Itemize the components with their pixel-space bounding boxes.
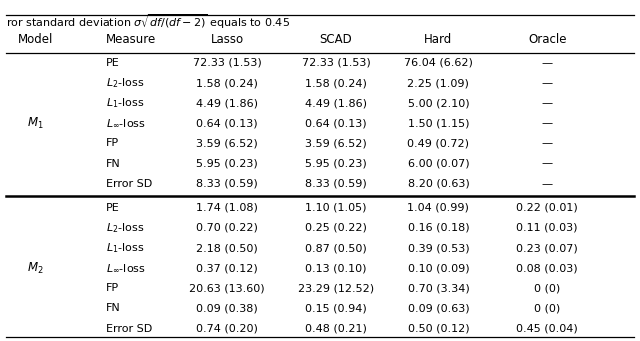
Text: $L_2$-loss: $L_2$-loss: [106, 221, 144, 235]
Text: 0.70 (3.34): 0.70 (3.34): [408, 283, 469, 293]
Text: PE: PE: [106, 203, 119, 213]
Text: $L_{\infty}$-loss: $L_{\infty}$-loss: [106, 262, 145, 274]
Text: 5.00 (2.10): 5.00 (2.10): [408, 98, 469, 108]
Text: 0.48 (0.21): 0.48 (0.21): [305, 324, 367, 333]
Text: 1.58 (0.24): 1.58 (0.24): [196, 78, 258, 88]
Text: PE: PE: [106, 58, 119, 68]
Text: FP: FP: [106, 138, 119, 148]
Text: 72.33 (1.53): 72.33 (1.53): [193, 58, 262, 68]
Text: $M_1$: $M_1$: [27, 116, 44, 131]
Text: 8.33 (0.59): 8.33 (0.59): [305, 179, 367, 189]
Text: $M_2$: $M_2$: [27, 261, 44, 276]
Text: $L_1$-loss: $L_1$-loss: [106, 96, 144, 110]
Text: 0.23 (0.07): 0.23 (0.07): [516, 243, 578, 253]
Text: Error SD: Error SD: [106, 324, 152, 333]
Text: 1.50 (1.15): 1.50 (1.15): [408, 118, 469, 128]
Text: 0.25 (0.22): 0.25 (0.22): [305, 223, 367, 233]
Text: —: —: [541, 138, 553, 148]
Text: 0.08 (0.03): 0.08 (0.03): [516, 263, 578, 273]
Text: 0.09 (0.38): 0.09 (0.38): [196, 303, 258, 313]
Text: 0.15 (0.94): 0.15 (0.94): [305, 303, 367, 313]
Text: 5.95 (0.23): 5.95 (0.23): [196, 159, 258, 168]
Text: $L_1$-loss: $L_1$-loss: [106, 241, 144, 255]
Text: 0.13 (0.10): 0.13 (0.10): [305, 263, 367, 273]
Text: —: —: [541, 98, 553, 108]
Text: 0.39 (0.53): 0.39 (0.53): [408, 243, 469, 253]
Text: 0.37 (0.12): 0.37 (0.12): [196, 263, 258, 273]
Text: $L_{\infty}$-loss: $L_{\infty}$-loss: [106, 117, 145, 129]
Text: Measure: Measure: [106, 33, 156, 46]
Text: 1.58 (0.24): 1.58 (0.24): [305, 78, 367, 88]
Text: $L_2$-loss: $L_2$-loss: [106, 76, 144, 90]
Text: 0.10 (0.09): 0.10 (0.09): [408, 263, 469, 273]
Text: 2.18 (0.50): 2.18 (0.50): [196, 243, 258, 253]
Text: 0.70 (0.22): 0.70 (0.22): [196, 223, 258, 233]
Text: ror standard deviation $\sigma\sqrt{df/(df-2)}$ equals to 0.45: ror standard deviation $\sigma\sqrt{df/(…: [6, 12, 291, 31]
Text: FN: FN: [106, 303, 120, 313]
Text: Model: Model: [17, 33, 53, 46]
Text: 0.22 (0.01): 0.22 (0.01): [516, 203, 578, 213]
Text: 72.33 (1.53): 72.33 (1.53): [301, 58, 371, 68]
Text: 76.04 (6.62): 76.04 (6.62): [404, 58, 473, 68]
Text: FN: FN: [106, 159, 120, 168]
Text: 1.04 (0.99): 1.04 (0.99): [408, 203, 469, 213]
Text: SCAD: SCAD: [319, 33, 353, 46]
Text: 0 (0): 0 (0): [534, 303, 561, 313]
Text: 6.00 (0.07): 6.00 (0.07): [408, 159, 469, 168]
Text: 3.59 (6.52): 3.59 (6.52): [305, 138, 367, 148]
Text: 5.95 (0.23): 5.95 (0.23): [305, 159, 367, 168]
Text: Lasso: Lasso: [211, 33, 244, 46]
Text: —: —: [541, 118, 553, 128]
Text: —: —: [541, 78, 553, 88]
Text: —: —: [541, 179, 553, 189]
Text: 0.64 (0.13): 0.64 (0.13): [196, 118, 258, 128]
Text: 4.49 (1.86): 4.49 (1.86): [305, 98, 367, 108]
Text: Oracle: Oracle: [528, 33, 566, 46]
Text: 8.33 (0.59): 8.33 (0.59): [196, 179, 258, 189]
Text: FP: FP: [106, 283, 119, 293]
Text: 0.11 (0.03): 0.11 (0.03): [516, 223, 578, 233]
Text: 8.20 (0.63): 8.20 (0.63): [408, 179, 469, 189]
Text: 0.49 (0.72): 0.49 (0.72): [408, 138, 469, 148]
Text: 0.64 (0.13): 0.64 (0.13): [305, 118, 367, 128]
Text: 0.50 (0.12): 0.50 (0.12): [408, 324, 469, 333]
Text: —: —: [541, 159, 553, 168]
Text: 20.63 (13.60): 20.63 (13.60): [189, 283, 265, 293]
Text: 1.10 (1.05): 1.10 (1.05): [305, 203, 367, 213]
Text: 4.49 (1.86): 4.49 (1.86): [196, 98, 258, 108]
Text: 2.25 (1.09): 2.25 (1.09): [408, 78, 469, 88]
Text: 23.29 (12.52): 23.29 (12.52): [298, 283, 374, 293]
Text: 0 (0): 0 (0): [534, 283, 561, 293]
Text: 0.45 (0.04): 0.45 (0.04): [516, 324, 578, 333]
Text: 0.74 (0.20): 0.74 (0.20): [196, 324, 258, 333]
Text: —: —: [541, 58, 553, 68]
Text: 0.09 (0.63): 0.09 (0.63): [408, 303, 469, 313]
Text: Error SD: Error SD: [106, 179, 152, 189]
Text: 0.16 (0.18): 0.16 (0.18): [408, 223, 469, 233]
Text: 3.59 (6.52): 3.59 (6.52): [196, 138, 258, 148]
Text: 1.74 (1.08): 1.74 (1.08): [196, 203, 258, 213]
Text: 0.87 (0.50): 0.87 (0.50): [305, 243, 367, 253]
Text: Hard: Hard: [424, 33, 452, 46]
